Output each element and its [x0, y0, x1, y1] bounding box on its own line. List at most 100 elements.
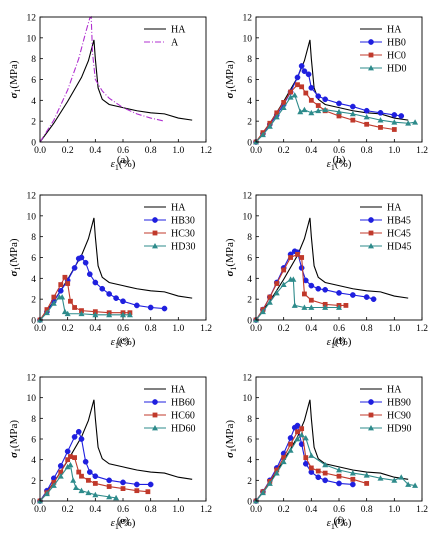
data-point — [315, 474, 322, 481]
series-HB45 — [253, 248, 377, 323]
data-point — [50, 300, 57, 306]
data-point — [51, 294, 57, 300]
series-HD90 — [253, 431, 419, 504]
data-point — [92, 481, 98, 486]
series-line — [255, 39, 409, 143]
data-point — [322, 286, 329, 293]
data-point — [336, 108, 342, 115]
data-point — [291, 302, 298, 308]
data-point — [280, 104, 287, 111]
data-point — [67, 461, 74, 468]
data-point — [267, 294, 273, 300]
legend-marker — [152, 399, 158, 405]
plot-frame — [39, 16, 207, 143]
series-HC90 — [253, 426, 370, 504]
data-point — [266, 299, 273, 305]
x-tick-label: 0.2 — [278, 505, 290, 515]
legend-entry-HB90: HB90 — [360, 398, 411, 409]
x-tick-label: 0.0 — [250, 505, 262, 515]
data-point — [78, 254, 85, 261]
data-point — [57, 287, 64, 294]
data-point — [364, 121, 370, 127]
data-point — [363, 107, 370, 114]
plot-frame — [255, 16, 423, 143]
legend-label: HD45 — [387, 242, 411, 253]
y-tick-label: 10 — [243, 34, 253, 44]
data-point — [106, 477, 113, 484]
data-point — [287, 447, 294, 453]
y-tick-label: 8 — [247, 233, 252, 243]
data-point — [322, 96, 329, 103]
chart-panel-e: 0.0 0.2 0.4 0.6 0.8 1.0 1.2 0 2 4 6 8 10 12 ε1(%) σ1(MP… — [8, 374, 212, 532]
legend-label: HA — [387, 25, 402, 36]
series-line — [255, 217, 409, 321]
series-line — [255, 434, 416, 502]
x-tick-label: 0.2 — [278, 146, 290, 156]
legend-marker — [152, 243, 158, 249]
y-axis-label: σ1(MPa) — [224, 60, 238, 98]
data-point — [72, 455, 77, 460]
data-point — [120, 479, 126, 486]
data-point — [92, 491, 99, 498]
data-point — [59, 294, 66, 300]
y-tick-label: 4 — [31, 456, 36, 466]
series-HB30 — [37, 254, 168, 323]
legend-label: HD0 — [387, 64, 406, 75]
y-tick-label: 2 — [247, 477, 252, 487]
series-HA — [255, 399, 409, 502]
panel-caption: (d) — [333, 335, 346, 347]
x-tick-label: 0.6 — [333, 146, 345, 156]
x-tick-label: 0.4 — [89, 324, 101, 334]
data-point — [280, 458, 287, 465]
legend-entry-HB60: HB60 — [144, 398, 195, 409]
data-point — [299, 84, 305, 90]
x-axis-label: ε1(%) — [327, 158, 352, 172]
y-tick-label: 6 — [247, 436, 252, 446]
data-point — [322, 301, 328, 307]
chart-panel-c: 0.0 0.2 0.4 0.6 0.8 1.0 1.2 0 2 4 6 8 10 12 ε1(%) σ1(MP… — [8, 192, 212, 351]
data-point — [336, 473, 342, 479]
data-point — [133, 481, 140, 488]
x-tick-label: 0.6 — [117, 505, 129, 515]
x-tick-label: 1.2 — [416, 324, 428, 334]
legend-label: HB45 — [387, 216, 411, 227]
legend-entry-HB45: HB45 — [360, 216, 411, 227]
data-point — [298, 265, 305, 271]
y-tick-label: 4 — [31, 275, 36, 285]
data-point — [322, 461, 329, 468]
data-point — [82, 458, 89, 465]
data-point — [308, 97, 314, 103]
data-point — [315, 107, 322, 114]
data-point — [322, 470, 328, 476]
data-point — [363, 294, 370, 300]
y-tick-label: 2 — [247, 296, 252, 306]
y-tick-label: 0 — [31, 498, 36, 508]
x-tick-label: 0.8 — [361, 505, 373, 515]
legend-entry-HA: HA — [144, 203, 186, 214]
data-point — [68, 454, 73, 459]
legend-marker — [152, 217, 158, 223]
data-point — [65, 457, 71, 463]
x-tick-label: 0.6 — [333, 505, 345, 515]
series-HD60 — [37, 461, 120, 504]
y-tick-label: 8 — [31, 415, 36, 425]
data-point — [290, 276, 297, 282]
legend-marker — [152, 230, 158, 236]
y-axis-label: σ1(MPa) — [8, 238, 22, 276]
data-point — [298, 63, 305, 69]
data-point — [274, 467, 280, 473]
series-HB90 — [253, 422, 356, 504]
data-point — [82, 259, 89, 266]
data-point — [70, 477, 77, 483]
legend-entry-HD60: HD60 — [144, 424, 195, 435]
legend-entry-HA: HA — [144, 385, 186, 396]
data-point — [350, 476, 356, 482]
data-point — [302, 291, 307, 297]
series-line — [39, 399, 193, 502]
data-point — [301, 68, 308, 75]
data-point — [71, 265, 78, 271]
data-point — [280, 281, 287, 287]
data-point — [58, 469, 64, 475]
data-point — [259, 131, 266, 138]
legend-marker — [368, 217, 374, 223]
